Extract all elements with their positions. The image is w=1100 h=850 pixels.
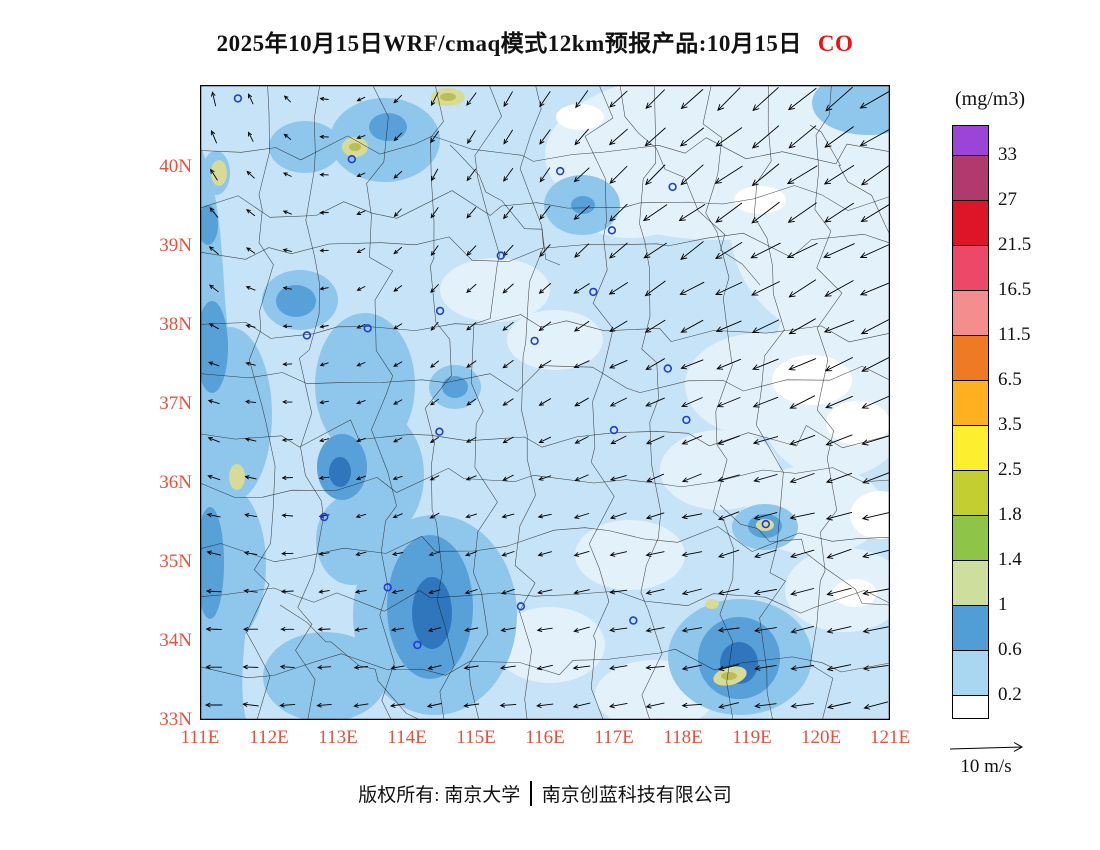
lat-tick-label: 39N: [159, 235, 192, 257]
wind-scale-label: 10 m/s: [960, 756, 1012, 777]
legend-segment: [953, 471, 988, 516]
lon-tick-label: 117E: [594, 727, 634, 748]
lon-tick-label: 115E: [456, 727, 496, 748]
station-marker: [682, 415, 691, 425]
legend-segment: [953, 561, 988, 606]
lon-tick-label: 114E: [387, 727, 427, 748]
legend-segment: [953, 426, 988, 471]
lat-tick-label: 33N: [159, 709, 192, 730]
legend-unit-label: (mg/m3): [955, 88, 1025, 110]
legend-segment: [953, 156, 988, 201]
colorbar-legend: [952, 125, 989, 719]
legend-segment: [953, 696, 988, 718]
legend-tick-label: 1.8: [998, 504, 1022, 525]
legend-tick-label: 3.5: [998, 414, 1022, 435]
legend-segment: [953, 606, 988, 651]
station-marker: [413, 640, 422, 650]
legend-tick-label: 27: [998, 189, 1017, 210]
legend-tick-label: 2.5: [998, 459, 1022, 480]
legend-tick-label: 16.5: [998, 279, 1032, 300]
station-marker: [668, 182, 677, 192]
station-marker: [530, 336, 539, 346]
lon-tick-label: 113E: [318, 727, 358, 748]
station-marker: [435, 306, 445, 316]
station-marker: [629, 616, 638, 625]
lat-tick-label: 38N: [159, 314, 192, 336]
legend-segment: [953, 291, 988, 336]
station-marker: [609, 425, 619, 435]
legend-tick-label: 11.5: [998, 324, 1031, 345]
lat-tick-label: 34N: [159, 630, 192, 652]
legend-tick-label: 0.6: [998, 639, 1022, 660]
lat-tick-label: 37N: [159, 393, 192, 415]
legend-tick-label: 1: [998, 594, 1008, 615]
map-border: [200, 85, 890, 720]
legend-segment: [953, 381, 988, 426]
lon-tick-label: 111E: [180, 727, 220, 748]
legend-segment: [953, 201, 988, 246]
legend-tick-label: 1.4: [998, 549, 1022, 570]
station-marker: [233, 94, 243, 103]
title-text: 2025年10月15日WRF/cmaq模式12km预报产品:10月15日: [216, 31, 802, 56]
lon-tick-label: 119E: [732, 727, 772, 748]
legend-segment: [953, 126, 988, 156]
wind-scale-arrow: [949, 742, 1024, 752]
station-marker: [383, 583, 392, 592]
admin-boundaries: [200, 85, 890, 720]
station-marker: [663, 364, 672, 373]
station-marker: [607, 226, 617, 235]
lon-tick-label: 120E: [800, 727, 842, 748]
copyright-company: 南京创蓝科技有限公司: [541, 785, 732, 806]
lon-tick-label: 118E: [663, 727, 703, 748]
lon-tick-label: 116E: [525, 727, 565, 748]
footer-divider: [530, 781, 532, 806]
lat-tick-label: 35N: [159, 551, 192, 573]
legend-segment: [953, 651, 988, 696]
page-title: 2025年10月15日WRF/cmaq模式12km预报产品:10月15日 CO: [140, 24, 930, 58]
lat-tick-label: 40N: [159, 156, 192, 178]
station-marker: [302, 331, 312, 340]
legend-segment: [953, 246, 988, 291]
lon-tick-label: 112E: [249, 727, 289, 748]
lat-tick-label: 36N: [159, 472, 192, 494]
legend-tick-label: 33: [998, 144, 1017, 165]
station-marker: [496, 251, 505, 260]
copyright-owner: 版权所有: 南京大学: [358, 785, 521, 806]
co-concentration-field: [200, 85, 890, 720]
station-marker: [516, 602, 526, 611]
legend-tick-label: 0.2: [998, 684, 1022, 705]
wind-vector-arrows: [204, 86, 890, 710]
station-marker: [435, 427, 444, 436]
station-marker: [319, 512, 329, 522]
footer-copyright: 版权所有: 南京大学 南京创蓝科技有限公司: [200, 780, 890, 807]
station-markers: [233, 94, 770, 650]
station-marker: [347, 154, 357, 164]
station-marker: [363, 324, 372, 333]
station-marker: [761, 519, 770, 529]
pollutant-label: CO: [817, 31, 854, 56]
station-marker: [589, 287, 598, 297]
forecast-map: [200, 85, 890, 720]
lon-tick-label: 121E: [869, 727, 911, 748]
legend-tick-label: 21.5: [998, 234, 1032, 255]
station-marker: [556, 166, 565, 176]
legend-tick-label: 6.5: [998, 369, 1022, 390]
legend-segment: [953, 336, 988, 381]
legend-segment: [953, 516, 988, 561]
